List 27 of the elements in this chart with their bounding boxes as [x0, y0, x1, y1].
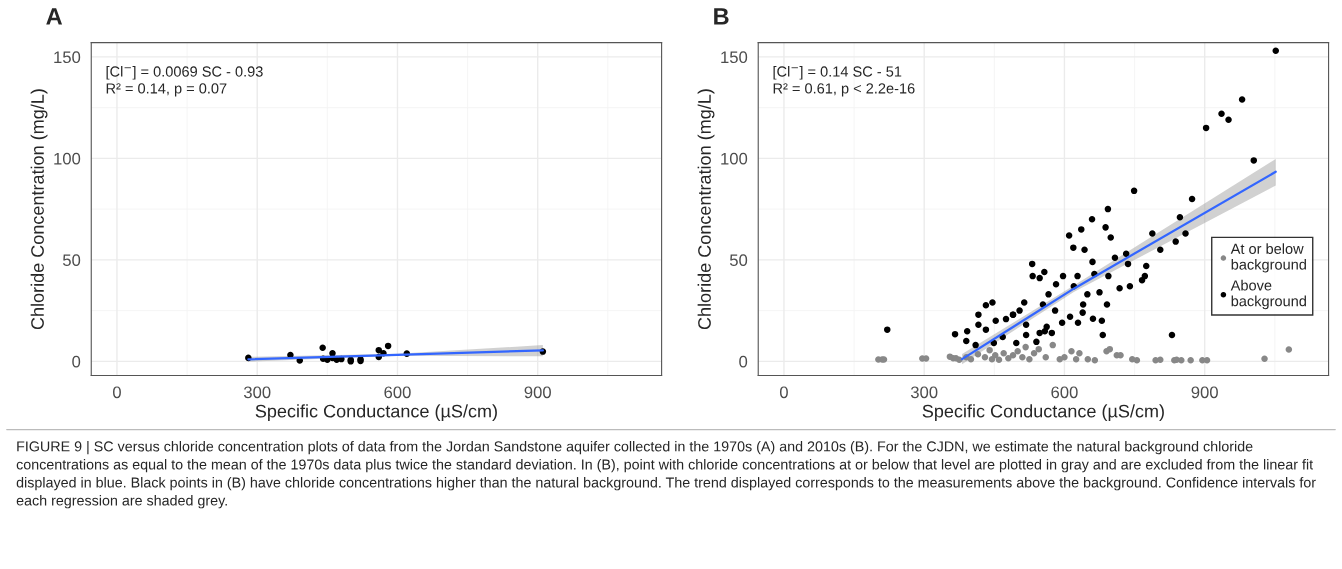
- y-tick-label: 50: [729, 254, 748, 267]
- y-tick-label: 100: [54, 152, 81, 165]
- caption: FIGURE 9 | SC versus chloride concentration plots of data from the Jordan Sandstone aquifer collected in the 1970s (A) and 2010s (B). For the CJDN, we estimate the natural background chloride concentrations as equal to the mean of the 1970s data plus twice the standard deviation. In (B), point with chloride concentrations at or below that level are plotted in gray and are excluded from the linear fit displayed in blue. Black points in (B) have chloride concentrations higher than the natural background. The trend displayed corresponds to the measurements above the background. Confidence intervals for each regression are shaded grey.: [16, 440, 1316, 509]
- x-tick-label: 600: [384, 386, 411, 399]
- annotation: [Cl$^{−}$] = 0.14 SC - 51 R² = 0.61, p < 2.2e-16: [773, 65, 915, 97]
- x-axis-title: Specific Conductance (µS/cm): [922, 404, 1164, 422]
- y-axis-title: Chloride Concentration (mg/L): [30, 89, 48, 330]
- y-axis-title: Chloride Concentration (mg/L): [697, 89, 715, 330]
- legend-label: Above background: [1230, 279, 1306, 310]
- chart-title: B: [714, 8, 729, 25]
- x-tick-label: 900: [524, 386, 551, 399]
- y-tick-label: 0: [739, 355, 748, 368]
- chart-title: A: [46, 8, 63, 25]
- y-tick-label: 150: [54, 51, 81, 64]
- x-tick-label: 0: [112, 386, 121, 399]
- x-tick-label: 600: [1051, 386, 1078, 399]
- annotation: [Cl$^{−}$] = 0.0069 SC - 0.93 R² = 0.14, p = 0.07: [106, 65, 263, 97]
- x-tick-label: 0: [779, 386, 788, 399]
- y-tick-label: 100: [721, 152, 748, 165]
- y-tick-label: 50: [62, 254, 81, 267]
- x-axis-title: Specific Conductance (µS/cm): [255, 404, 497, 422]
- y-tick-label: 150: [721, 51, 748, 64]
- y-tick-label: 0: [72, 355, 81, 368]
- x-tick-label: 900: [1191, 386, 1218, 399]
- legend-label: At or below background: [1230, 243, 1306, 273]
- x-tick-label: 300: [910, 386, 938, 399]
- x-tick-label: 300: [243, 386, 271, 399]
